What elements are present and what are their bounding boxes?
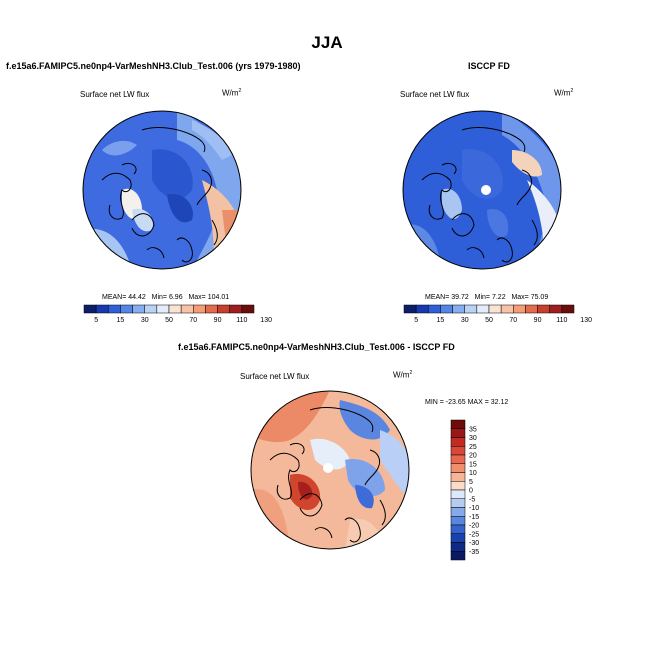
diff-colorbar-label: -30: [469, 540, 479, 547]
model-colorbar-label: 70: [189, 317, 197, 324]
model-colorbar-label: 90: [214, 317, 222, 324]
model-panel-title: f.e15a6.FAMIPC5.ne0np4-VarMeshNH3.Club_T…: [6, 61, 301, 71]
model-colorbar: 5 15 30 50 70 90 110 130: [83, 304, 272, 324]
diff-colorbar-swatch: [450, 454, 466, 464]
model-colorbar-swatch: [193, 304, 206, 314]
model-colorbar-swatch: [241, 304, 255, 314]
obs-colorbar-label: 30: [461, 317, 469, 324]
model-colorbar-label: 30: [141, 317, 149, 324]
obs-colorbar: 5 15 30 50 70 90 110 130: [403, 304, 592, 324]
diff-colorbar-label: 35: [469, 426, 477, 433]
model-colorbar-swatch: [132, 304, 145, 314]
diff-colorbar-swatch: [450, 507, 466, 517]
model-colorbar-swatch: [205, 304, 218, 314]
diff-colorbar-label: -5: [469, 496, 475, 503]
obs-colorbar-swatch: [513, 304, 526, 314]
diff-colorbar-swatch: [450, 524, 466, 534]
diff-colorbar-swatch: [450, 446, 466, 456]
model-variable-label: Surface net LW flux: [80, 90, 150, 99]
obs-variable-label: Surface net LW flux: [400, 90, 470, 99]
obs-colorbar-swatch: [403, 304, 417, 314]
diff-colorbar-label: -15: [469, 514, 479, 521]
diff-stats: MIN = -23.65 MAX = 32.12: [425, 399, 509, 406]
obs-colorbar-swatch: [549, 304, 563, 314]
diff-variable-label: Surface net LW flux: [240, 372, 310, 381]
obs-colorbar-swatch: [428, 304, 441, 314]
diff-colorbar-label: 15: [469, 461, 477, 468]
obs-colorbar-swatch: [440, 304, 453, 314]
obs-colorbar-label: 70: [509, 317, 517, 324]
obs-colorbar-swatch: [500, 304, 514, 314]
diff-colorbar-swatch: [450, 428, 466, 438]
model-colorbar-swatch: [180, 304, 194, 314]
diff-colorbar-label: -35: [469, 549, 479, 556]
obs-colorbar-swatch: [525, 304, 538, 314]
model-colorbar-swatch: [120, 304, 133, 314]
obs-colorbar-label: 5: [414, 317, 418, 324]
obs-colorbar-label: 90: [534, 317, 542, 324]
model-colorbar-swatch: [168, 304, 182, 314]
obs-colorbar-label: 15: [437, 317, 445, 324]
diff-colorbar-label: -25: [469, 531, 479, 538]
diff-colorbar-swatch: [450, 472, 466, 482]
diff-colorbar-swatch: [450, 419, 466, 429]
obs-units-label: W/m2: [554, 88, 574, 98]
model-colorbar-swatch: [108, 304, 121, 314]
obs-colorbar-swatch: [415, 304, 429, 314]
diff-colorbar-swatch: [450, 516, 466, 526]
model-polar-map: [82, 110, 242, 270]
obs-polar-map: [402, 110, 562, 270]
diff-colorbar-label: -20: [469, 523, 479, 530]
obs-colorbar-swatch: [452, 304, 465, 314]
diff-colorbar-swatch: [450, 481, 466, 491]
model-stats: MEAN= 44.42 Min= 6.96 Max= 104.01: [102, 294, 230, 301]
obs-panel-title: ISCCP FD: [468, 61, 510, 71]
obs-colorbar-label: 110: [556, 317, 567, 324]
model-colorbar-label: 50: [165, 317, 173, 324]
model-colorbar-swatch: [156, 304, 170, 314]
page-title: JJA: [311, 33, 343, 52]
diff-polar-map: [250, 390, 410, 550]
diff-colorbar-label: 20: [469, 453, 477, 460]
model-colorbar-label: 130: [260, 317, 272, 324]
obs-colorbar-label: 50: [485, 317, 493, 324]
obs-colorbar-swatch: [561, 304, 575, 314]
model-colorbar-label: 15: [117, 317, 125, 324]
model-colorbar-swatch: [217, 304, 230, 314]
model-units-label: W/m2: [222, 88, 242, 98]
diff-panel-title: f.e15a6.FAMIPC5.ne0np4-VarMeshNH3.Club_T…: [178, 342, 455, 352]
diff-colorbar-label: -10: [469, 505, 479, 512]
diff-colorbar-swatch: [450, 489, 466, 499]
model-colorbar-swatch: [144, 304, 158, 314]
diff-colorbar-label: 25: [469, 444, 477, 451]
model-colorbar-swatch: [229, 304, 243, 314]
diff-colorbar-label: 30: [469, 435, 477, 442]
obs-colorbar-swatch: [476, 304, 490, 314]
diff-colorbar-label: 5: [469, 479, 473, 486]
diff-colorbar-swatch: [450, 437, 466, 447]
model-colorbar-label: 110: [236, 317, 247, 324]
diff-colorbar-swatch: [450, 551, 466, 561]
obs-stats: MEAN= 39.72 Min= 7.22 Max= 75.09: [425, 294, 549, 301]
model-colorbar-swatch: [83, 304, 97, 314]
obs-colorbar-swatch: [537, 304, 550, 314]
model-colorbar-label: 5: [94, 317, 98, 324]
diff-colorbar-swatch: [450, 498, 466, 508]
model-colorbar-swatch: [95, 304, 109, 314]
diff-colorbar-label: 0: [469, 488, 473, 495]
diff-units-label: W/m2: [393, 370, 413, 380]
obs-colorbar-swatch: [488, 304, 502, 314]
obs-colorbar-swatch: [464, 304, 478, 314]
diff-colorbar-swatch: [450, 533, 466, 543]
diff-colorbar-swatch: [450, 463, 466, 473]
diff-colorbar-swatch: [450, 542, 466, 552]
diff-colorbar-label: 10: [469, 470, 477, 477]
obs-colorbar-label: 130: [580, 317, 592, 324]
